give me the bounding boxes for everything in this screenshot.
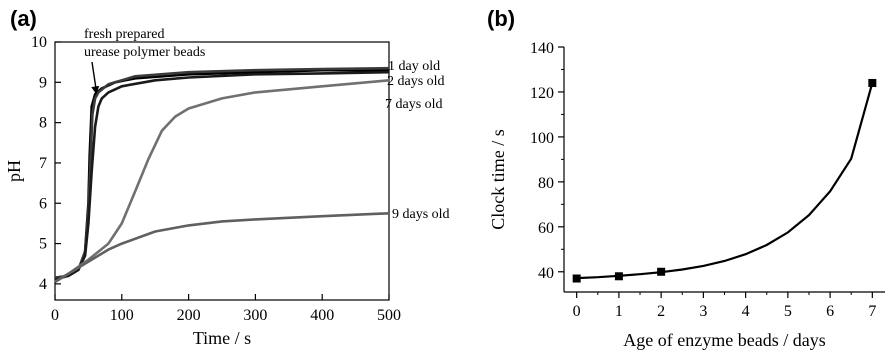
panel-b-x-tick-label: 7 xyxy=(868,303,876,320)
panel-b-y-axis-title: Clock time / s xyxy=(488,129,508,230)
panel-b-x-tick-label: 2 xyxy=(657,303,665,320)
panel-b-x-tick-label: 4 xyxy=(742,303,750,320)
panel-b-y-tick-label: 100 xyxy=(530,130,554,147)
panel-a-label: (a) xyxy=(10,6,37,31)
panel-b-data-point xyxy=(614,272,623,281)
panel-a-series-label: 2 days old xyxy=(387,74,445,89)
panel-b-axes: 0 1 2 3 4 5 6 7 40 60 80 100 120 140 xyxy=(530,40,885,320)
panel-a-series-line xyxy=(54,70,390,282)
panel-a-y-tick-label: 4 xyxy=(39,276,47,293)
panel-a-x-tick-label: 300 xyxy=(243,307,267,324)
panel-a-plot-frame xyxy=(54,41,390,301)
panel-b-x-tick-label: 5 xyxy=(784,303,792,320)
panel-a-series-line xyxy=(54,79,390,284)
panel-b-x-tick-label: 1 xyxy=(615,303,623,320)
panel-a-y-axis-title: pH xyxy=(4,160,24,182)
panel-b-x-axis-title: Age of enzyme beads / days xyxy=(623,330,825,350)
panel-a-annotation: fresh prepared urease polymer beads xyxy=(84,27,205,95)
panel-a-x-tick-label: 400 xyxy=(310,307,334,324)
annotation-line-1: fresh prepared xyxy=(84,27,164,42)
panel-b-y-tick-label: 60 xyxy=(538,220,554,237)
panel-a-series-label: 9 days old xyxy=(392,207,450,222)
panel-a-y-tick-label: 10 xyxy=(31,34,47,51)
panel-a-x-tick-label: 500 xyxy=(377,307,401,324)
panel-b-data-point xyxy=(657,267,666,276)
annotation-line-2: urease polymer beads xyxy=(84,45,205,60)
panel-a-axes: 0 100 200 300 400 500 4 5 6 7 8 9 10 xyxy=(31,34,401,324)
panel-a-x-tick-label: 200 xyxy=(177,307,201,324)
panel-b: (b) 0 1 2 3 4 5 6 7 40 60 80 100 120 140 Age of enzym… xyxy=(487,6,885,350)
panel-b-fit-curve xyxy=(576,82,874,280)
panel-b-x-tick-label: 0 xyxy=(573,303,581,320)
panel-a-y-tick-label: 9 xyxy=(39,74,47,91)
panel-b-data-point xyxy=(572,274,581,283)
panel-a-series-label: 7 days old xyxy=(385,97,443,112)
panel-a-x-tick-label: 0 xyxy=(51,307,59,324)
panel-b-label: (b) xyxy=(487,6,515,31)
panel-b-points xyxy=(572,78,877,283)
panel-b-y-tick-label: 140 xyxy=(530,40,554,57)
panel-a-series-line xyxy=(54,212,390,284)
panel-a-y-tick-label: 5 xyxy=(39,236,47,253)
panel-b-x-tick-label: 6 xyxy=(826,303,834,320)
panel-a: (a) 0 100 200 300 400 500 4 5 6 7 8 9 10 1 day old2 … xyxy=(4,6,450,348)
annotation-arrowhead xyxy=(91,85,100,95)
panel-b-data-point xyxy=(868,78,877,87)
panel-a-x-axis-title: Time / s xyxy=(193,328,251,348)
panel-a-y-tick-label: 7 xyxy=(39,155,47,172)
panel-b-x-tick-label: 3 xyxy=(699,303,707,320)
panel-a-x-tick-label: 100 xyxy=(110,307,134,324)
panel-b-y-tick-label: 80 xyxy=(538,175,554,192)
panel-b-y-tick-label: 40 xyxy=(538,265,554,282)
panel-a-y-tick-label: 6 xyxy=(39,195,47,212)
panel-a-y-tick-label: 8 xyxy=(39,115,47,132)
panel-b-y-tick-label: 120 xyxy=(530,85,554,102)
panel-a-series-group xyxy=(54,66,390,284)
panel-a-series-label: 1 day old xyxy=(388,59,440,74)
